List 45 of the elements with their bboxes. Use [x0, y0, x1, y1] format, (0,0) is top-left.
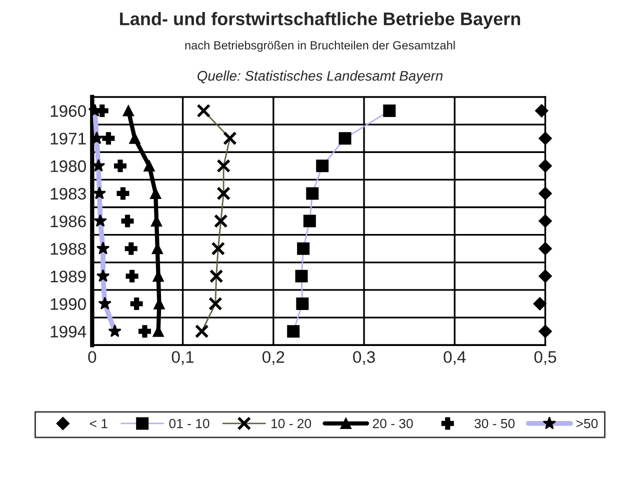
point: [114, 160, 127, 172]
legend-label: 01 - 10: [169, 418, 210, 428]
chart-subtitle: nach Betriebsgrößen in Bruchteilen der Gesamtzahl: [185, 40, 455, 52]
y-tick-label: 1990: [50, 298, 86, 310]
legend-label: >50: [576, 418, 598, 428]
y-tick-label: 1988: [50, 243, 86, 255]
legend-label: < 1: [90, 418, 108, 428]
chart-title: Land- und forstwirtschaftliche Betriebe Bayern: [120, 12, 520, 29]
y-tick-label: 1980: [50, 160, 86, 172]
y-tick-label: 1994: [50, 326, 86, 338]
y-tick-label: 1986: [50, 215, 86, 228]
point: [538, 270, 552, 283]
point: [150, 188, 162, 200]
point: [535, 104, 548, 118]
point: [122, 105, 134, 116]
point: [126, 270, 138, 282]
legend-label: 10 - 20: [272, 418, 312, 428]
x-tick-label: 0,3: [353, 351, 375, 365]
point: [129, 132, 140, 144]
point: [538, 159, 552, 172]
point: [124, 242, 138, 255]
point: [130, 298, 143, 310]
x-tick-label: 0,5: [534, 351, 556, 365]
point: [538, 324, 552, 338]
x-tick-label: 0: [88, 351, 96, 363]
point: [538, 132, 552, 145]
x-tick-label: 0,1: [172, 351, 194, 365]
point: [121, 214, 134, 228]
point: [538, 242, 552, 256]
x-tick-label: 0,2: [262, 351, 284, 365]
point: [138, 325, 151, 338]
x-tick-label: 0,4: [444, 351, 466, 365]
legend-label: 20 - 30: [372, 418, 413, 428]
y-tick-label: 1971: [50, 132, 86, 145]
point: [538, 214, 552, 228]
y-tick-label: 1983: [50, 188, 86, 200]
point: [533, 297, 546, 310]
legend-label: 30 - 50: [474, 418, 515, 428]
point: [102, 132, 115, 145]
y-tick-label: 1989: [50, 270, 86, 282]
point: [144, 160, 155, 172]
source-note: Quelle: Statistisches Landesamt Bayern: [198, 70, 443, 84]
point: [538, 186, 552, 200]
y-tick-label: 1960: [50, 105, 86, 117]
point: [116, 187, 130, 200]
